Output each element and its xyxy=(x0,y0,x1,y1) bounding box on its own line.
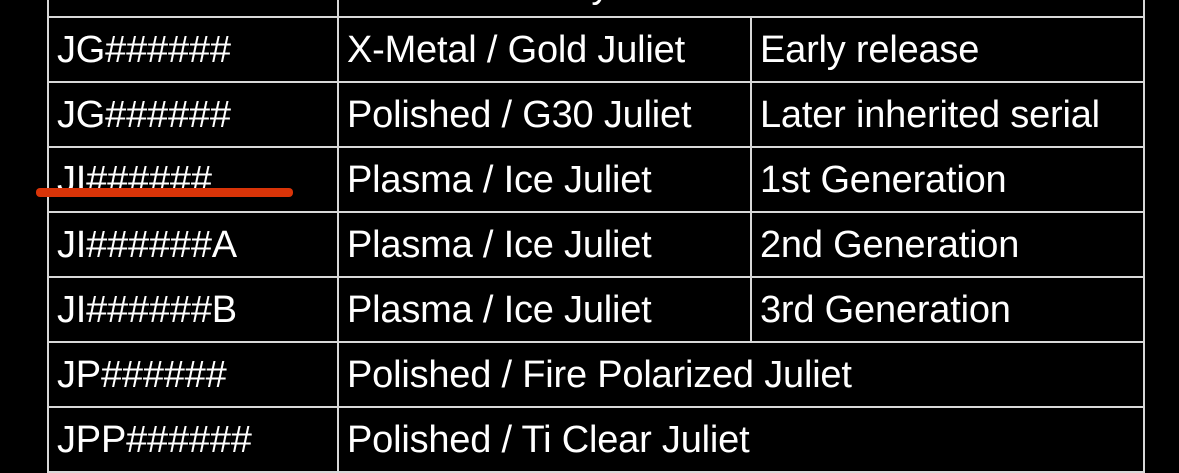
table-row: JI###### Plasma / Ice Juliet 1st Generatio… xyxy=(47,146,1145,213)
model-description-cell: Polished / Fire Polarized Juliet xyxy=(337,341,1145,408)
table-row: JP###### Polished / Fire Polarized Juliet xyxy=(47,341,1145,408)
serial-code-cell: JG###### xyxy=(47,16,339,83)
serial-table-body: JG######Polished / Ruby JulietJG######X-… xyxy=(47,0,1145,473)
serial-code-cell: JI######B xyxy=(47,276,339,343)
table-row: JG###### X-Metal / Gold Juliet Early relea… xyxy=(47,16,1145,83)
model-description-cell: Plasma / Ice Juliet xyxy=(337,211,752,278)
red-underline-annotation xyxy=(36,188,293,197)
release-note-cell: 2nd Generation xyxy=(750,211,1145,278)
serial-number-table: JG######Polished / Ruby JulietJG######X-… xyxy=(47,0,1145,473)
serial-code-cell: JG###### xyxy=(47,0,339,18)
serial-table-container: JG######Polished / Ruby JulietJG######X-… xyxy=(47,0,1145,473)
table-row: JI######A Plasma / Ice Juliet 2nd Generati… xyxy=(47,211,1145,278)
release-note-cell: 1st Generation xyxy=(750,146,1145,213)
table-row: JG######Polished / Ruby Juliet xyxy=(47,0,1145,18)
serial-code-cell: JI######A xyxy=(47,211,339,278)
table-row: JG###### Polished / G30 Juliet Later inher… xyxy=(47,81,1145,148)
release-note-cell: Later inherited serial xyxy=(750,81,1145,148)
serial-code-cell: JG###### xyxy=(47,81,339,148)
table-row: JI######B Plasma / Ice Juliet 3rd Generati… xyxy=(47,276,1145,343)
model-description-cell: Plasma / Ice Juliet xyxy=(337,276,752,343)
screenshot-canvas: JG######Polished / Ruby JulietJG######X-… xyxy=(36,0,1145,473)
serial-code-cell: JPP###### xyxy=(47,406,339,473)
model-description-cell: X-Metal / Gold Juliet xyxy=(337,16,752,83)
release-note-cell: Early release xyxy=(750,16,1145,83)
model-description-cell: Plasma / Ice Juliet xyxy=(337,146,752,213)
release-note-cell: 3rd Generation xyxy=(750,276,1145,343)
model-description-cell: Polished / Ruby Juliet xyxy=(337,0,1145,18)
model-description-cell: Polished / G30 Juliet xyxy=(337,81,752,148)
serial-code-cell: JI###### xyxy=(47,146,339,213)
model-description-cell: Polished / Ti Clear Juliet xyxy=(337,406,1145,473)
serial-code-cell: JP###### xyxy=(47,341,339,408)
table-row: JPP###### Polished / Ti Clear Juliet xyxy=(47,406,1145,473)
